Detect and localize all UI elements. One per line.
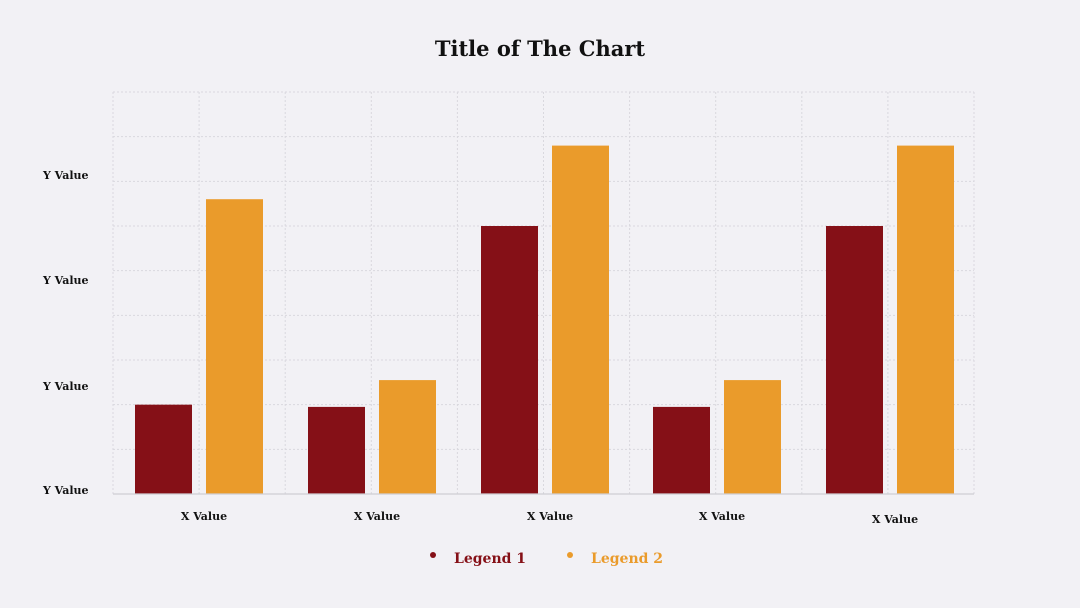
legend-item-2: Legend 2 [567, 551, 663, 567]
bar-1-2 [308, 406, 365, 494]
x-tick-label: X Value [527, 510, 573, 523]
x-tick-label: X Value [354, 510, 400, 523]
legend-label: Legend 2 [591, 551, 663, 567]
y-tick-label: Y Value [42, 484, 89, 497]
bar-2-1 [206, 199, 263, 494]
x-tick-label: X Value [181, 510, 227, 523]
chart-title: Title of The Chart [435, 36, 646, 61]
legend-label: Legend 1 [454, 551, 526, 567]
legend: Legend 1 Legend 2 [430, 551, 663, 567]
y-tick-label: Y Value [42, 169, 89, 182]
bar-1-5 [826, 226, 883, 494]
bar-1-3 [481, 226, 538, 494]
x-tick-label: X Value [872, 513, 918, 526]
bars [135, 145, 954, 494]
bar-2-2 [379, 380, 436, 494]
bar-2-3 [552, 145, 609, 494]
bar-1-1 [135, 404, 192, 494]
y-tick-label: Y Value [42, 274, 89, 287]
bar-1-4 [653, 406, 710, 494]
legend-marker [567, 552, 573, 558]
y-tick-label: Y Value [42, 380, 89, 393]
y-axis-ticks: Y Value Y Value Y Value Y Value [42, 169, 89, 497]
bar-2-5 [897, 145, 954, 494]
bar-2-4 [724, 380, 781, 494]
x-axis-ticks: X Value X Value X Value X Value X Value [181, 510, 918, 526]
legend-item-1: Legend 1 [430, 551, 526, 567]
x-tick-label: X Value [699, 510, 745, 523]
legend-marker [430, 552, 436, 558]
